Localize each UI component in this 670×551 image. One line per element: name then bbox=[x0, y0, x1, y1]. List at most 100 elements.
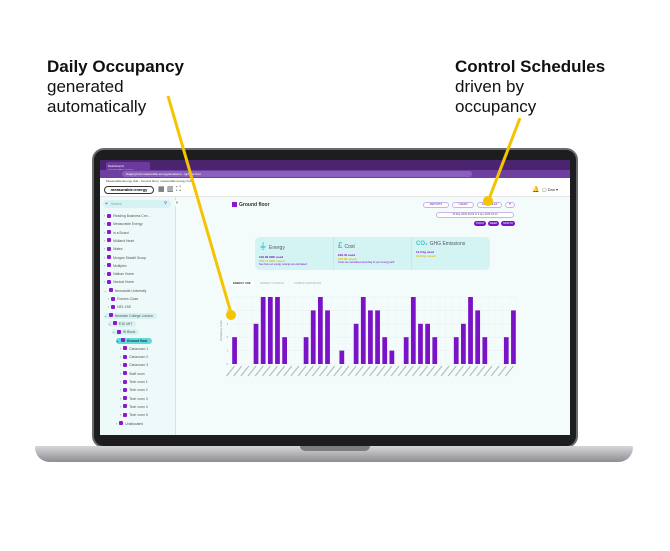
sidebar-item[interactable]: › NE1 4SE bbox=[108, 304, 131, 310]
sidebar-item[interactable]: ⌄ E16 4HT bbox=[108, 320, 137, 327]
reports-button[interactable]: REPORTS bbox=[423, 202, 449, 208]
chevron-icon[interactable]: › bbox=[104, 263, 106, 268]
bell-icon[interactable]: 🔔 bbox=[532, 187, 540, 193]
sidebar-item[interactable]: › Tech room 1 bbox=[120, 379, 148, 385]
grid-icon[interactable]: ▦ bbox=[158, 186, 165, 193]
sidebar-item[interactable]: › Staff room bbox=[120, 371, 145, 377]
sidebar-item[interactable]: › Futures Close bbox=[108, 296, 138, 302]
bar bbox=[253, 323, 259, 364]
chevron-icon[interactable]: › bbox=[120, 396, 122, 401]
chevron-icon[interactable]: ⌄ bbox=[116, 338, 119, 343]
chevron-icon[interactable]: ⌄ bbox=[104, 313, 107, 318]
chevron-icon[interactable]: › bbox=[120, 380, 122, 384]
chevron-icon[interactable]: › bbox=[108, 305, 110, 310]
chart-tabs: ENERGY USE ENERGY SAVINGS CARBON EMISSIO… bbox=[230, 281, 327, 286]
week-button[interactable]: WEEK bbox=[488, 221, 499, 226]
url-field[interactable]: staging.hub.measurable.energy/locations/… bbox=[122, 171, 472, 177]
chevron-icon[interactable]: › bbox=[104, 230, 106, 235]
bar bbox=[418, 323, 423, 364]
chevron-icon[interactable]: ⌄ bbox=[112, 330, 115, 335]
sidebar-item[interactable]: › Classroom 1 bbox=[120, 346, 148, 352]
user-menu[interactable]: ◯ Dan ▾ bbox=[542, 187, 559, 192]
tab-energy-use[interactable]: ENERGY USE bbox=[230, 281, 254, 286]
sidebar-item-label: Wates bbox=[113, 247, 123, 252]
sidebar-item[interactable]: › Unallocated bbox=[116, 421, 143, 427]
sidebar-item[interactable]: › Wates bbox=[104, 246, 123, 252]
bar bbox=[425, 323, 430, 364]
chevron-icon[interactable]: › bbox=[104, 272, 106, 277]
location-icon bbox=[107, 221, 112, 226]
building-icon[interactable]: ▥ bbox=[167, 186, 174, 193]
sidebar-item[interactable]: ⌄ Newcastle University bbox=[104, 288, 146, 294]
chevron-icon[interactable]: › bbox=[104, 222, 106, 227]
location-icon bbox=[123, 362, 128, 367]
chevron-icon[interactable]: › bbox=[120, 388, 122, 393]
date-range-picker[interactable]: 25 Mar 2025 00:00 to 3 Apr 2025 18:10 bbox=[436, 212, 514, 218]
sidebar-item[interactable]: ⌄ W Block bbox=[112, 329, 140, 336]
sidebar-item[interactable]: › in.a Board bbox=[104, 230, 129, 236]
x-tick-label bbox=[469, 365, 479, 377]
tab-carbon-emissions[interactable]: CARBON EMISSIONS bbox=[293, 282, 322, 285]
chevron-icon[interactable]: ⌄ bbox=[108, 321, 111, 326]
sidebar-item-label: W Block bbox=[122, 330, 136, 335]
sidebar-item[interactable]: › Tech room 3 bbox=[120, 396, 148, 402]
x-tick-label bbox=[369, 365, 379, 377]
x-tick-label bbox=[233, 365, 243, 377]
y-tick-label: 3 bbox=[227, 323, 229, 326]
sidebar-item[interactable]: › Measurable Energy bbox=[104, 221, 143, 227]
chevron-icon[interactable]: › bbox=[108, 297, 110, 301]
chevron-icon[interactable]: › bbox=[120, 371, 122, 376]
expand-icon[interactable]: ⛶ bbox=[176, 186, 181, 193]
logo[interactable]: measurable:energy bbox=[104, 186, 154, 194]
sidebar-item[interactable]: › Multiplex bbox=[104, 263, 127, 269]
card-title: Energy bbox=[269, 245, 285, 251]
sidebar-item-label: Tech room 3 bbox=[129, 396, 148, 401]
chevron-icon[interactable]: › bbox=[120, 404, 122, 409]
chevron-icon[interactable]: › bbox=[104, 255, 106, 260]
chevron-icon[interactable]: › bbox=[104, 280, 106, 285]
bar bbox=[389, 350, 395, 364]
sidebar-item[interactable]: › Classroom 3 bbox=[120, 362, 148, 368]
chevron-icon[interactable]: › bbox=[116, 421, 118, 426]
filter-icon: ⏷ bbox=[105, 201, 109, 206]
sidebar-item[interactable]: › Midland Heart bbox=[104, 238, 134, 244]
search-icon[interactable]: ⚲ bbox=[164, 200, 167, 205]
chevron-icon[interactable]: › bbox=[104, 247, 106, 252]
sidebar-item[interactable]: › Tech room 4 bbox=[120, 404, 148, 410]
location-icon bbox=[107, 279, 112, 284]
caption-control-schedules: Control Schedules driven by occupancy bbox=[455, 57, 605, 117]
callout-line-schedules bbox=[487, 117, 522, 200]
sidebar-item[interactable]: › Morgan Sindall Group bbox=[104, 255, 146, 261]
sidebar-item[interactable]: ⌄ Newham College London bbox=[104, 312, 157, 319]
sidebar-item[interactable]: › Reading Business Cen... bbox=[104, 213, 150, 219]
sidebar-item[interactable]: › Classroom 2 bbox=[120, 354, 148, 360]
chevron-icon[interactable]: › bbox=[120, 363, 122, 368]
sidebar-item[interactable]: › Tech room 2 bbox=[120, 387, 148, 393]
cost-saved: £45.08 saved bbox=[338, 257, 357, 261]
chevron-icon[interactable]: › bbox=[104, 214, 106, 218]
tab-energy-savings[interactable]: ENERGY SAVINGS bbox=[260, 282, 285, 285]
bar bbox=[403, 337, 409, 364]
sidebar-item[interactable]: › Neutral Home bbox=[104, 279, 134, 285]
sidebar-item-label: in.a Board bbox=[113, 230, 129, 235]
location-icon bbox=[108, 288, 113, 293]
today-button[interactable]: TODAY bbox=[474, 221, 486, 226]
sidebar-item[interactable]: › Tech room 5 bbox=[120, 412, 148, 418]
chevron-icon[interactable]: › bbox=[120, 413, 122, 418]
energy-note-link[interactable]: See how our energy savings are calculate… bbox=[259, 263, 307, 266]
chevron-icon[interactable]: ⌄ bbox=[104, 288, 107, 293]
bar bbox=[339, 350, 345, 364]
sidebar-item[interactable]: › Nathan Home bbox=[104, 271, 134, 277]
sidebar-item[interactable]: ⌄ Ground floor bbox=[116, 337, 152, 344]
chevron-icon[interactable]: › bbox=[120, 355, 122, 360]
app-header: measurable:energy ▦ ▥ ⛶ 🔔 ◯ Dan ▾ bbox=[100, 184, 570, 197]
caption-daily-occupancy: Daily Occupancy generated automatically bbox=[47, 57, 184, 117]
month-button[interactable]: MONTH bbox=[501, 221, 515, 226]
users-button[interactable]: USERS bbox=[452, 202, 474, 208]
chevron-icon[interactable]: › bbox=[104, 238, 106, 243]
cost-card: £ Cost £36.42 used £45.08 saved Costs are… bbox=[333, 237, 411, 270]
menu-button[interactable]: ☰ bbox=[505, 202, 515, 208]
chevron-icon[interactable]: › bbox=[120, 346, 122, 351]
collapse-sidebar-icon[interactable]: « bbox=[174, 200, 180, 206]
search-input[interactable]: Search bbox=[103, 200, 171, 208]
